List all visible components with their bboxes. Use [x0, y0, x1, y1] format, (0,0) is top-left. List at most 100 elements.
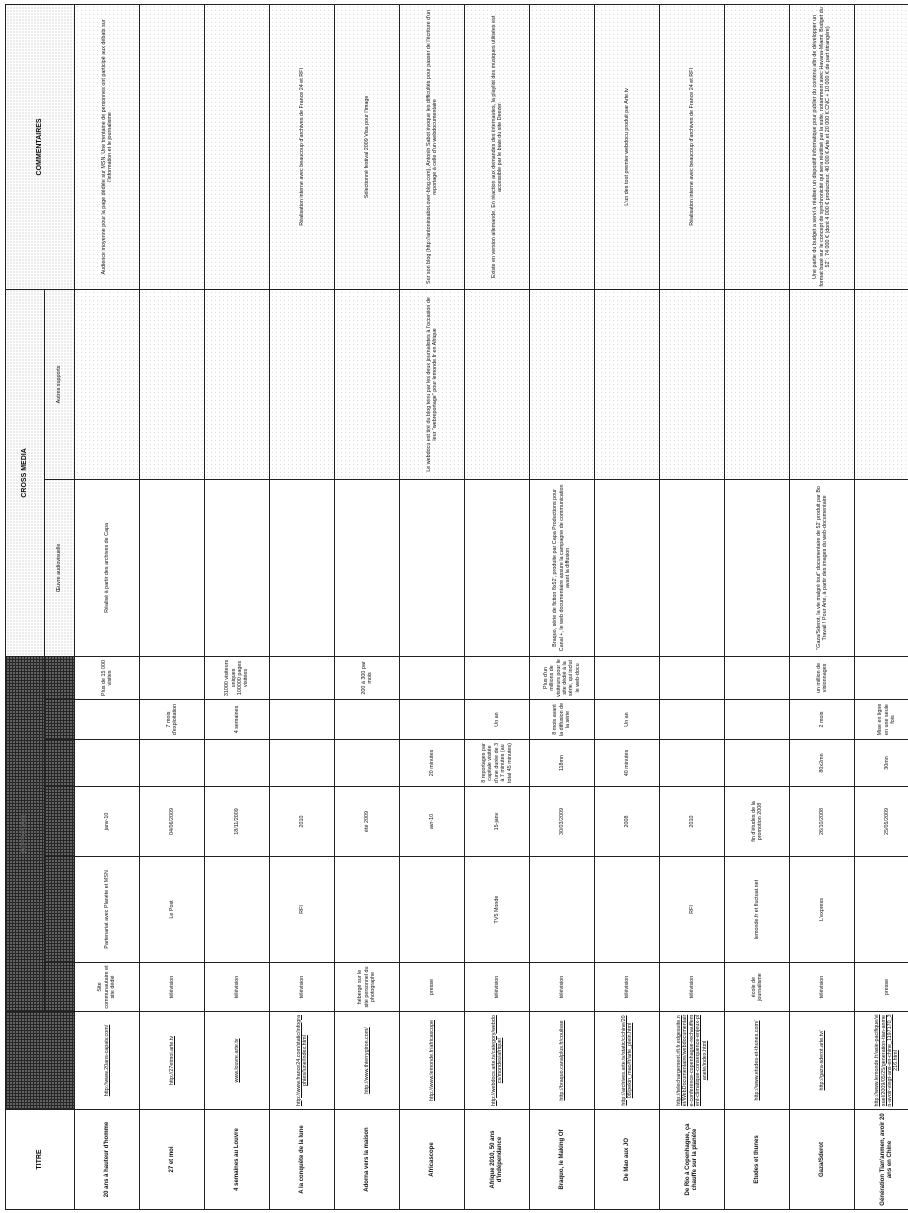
- cell-url[interactable]: http://archives.arte.tv/static/c/chine/2…: [594, 1011, 660, 1110]
- cell-type: Site communautaire et site dédié: [74, 962, 140, 1012]
- cell-audience: [659, 656, 725, 700]
- cell-url[interactable]: http://telechargement.rfi.fr.edgesuite.n…: [659, 1011, 725, 1110]
- cell-oeuvre: [204, 479, 270, 657]
- header-duration: [44, 739, 75, 787]
- cell-partner: [399, 856, 465, 963]
- header-exploitation: [44, 699, 75, 740]
- cell-duration: 40 minutes: [594, 739, 660, 787]
- cell-duration: [204, 739, 270, 787]
- cell-autres: [334, 289, 400, 480]
- cell-autres: [594, 289, 660, 480]
- cell-exploitation: [269, 699, 335, 740]
- table-row: Génération Tian'anmen, avoir 20 ans en C…: [854, 4, 908, 1210]
- table-row: 27 et moi http://27etmoi.arte.tv télévisio…: [139, 4, 205, 1210]
- cell-date: 25/05/2009: [854, 786, 908, 857]
- cell-autres: [204, 289, 270, 480]
- header-titre: TITRE: [5, 1109, 75, 1210]
- cell-audience: Plus d'un millions de visiteurs pour le …: [529, 656, 595, 700]
- cell-date: 2010: [269, 786, 335, 857]
- cell-url[interactable]: http://www.etudes-et-thunes.com/: [724, 1011, 790, 1110]
- cell-url[interactable]: http://www.lemonde.fr/africascope: [399, 1011, 465, 1110]
- cell-audience: [594, 656, 660, 700]
- cell-audience: [464, 656, 530, 700]
- cell-partner: [204, 856, 270, 963]
- header-cross-media: CROSS MEDIA: [5, 289, 45, 657]
- cell-exploitation: [659, 699, 725, 740]
- cell-oeuvre: [399, 479, 465, 657]
- header-autres: Autres supports: [44, 289, 75, 480]
- cell-autres: [659, 289, 725, 480]
- cell-oeuvre: [464, 479, 530, 657]
- cell-url[interactable]: http://braquo.canalplus.fr/coulisse: [529, 1011, 595, 1110]
- cell-oeuvre: [269, 479, 335, 657]
- cell-url[interactable]: http://gaza-sderot.arte.tv/: [789, 1011, 855, 1110]
- cell-comment: [139, 4, 205, 290]
- cell-duration: 30mn: [854, 739, 908, 787]
- cell-url[interactable]: www.louvre.arte.tv: [204, 1011, 270, 1110]
- cell-partner: RFI: [659, 856, 725, 963]
- cell-url[interactable]: http://www.lemonde.fr/asie-pacifique/vis…: [854, 1011, 908, 1110]
- cell-oeuvre: [724, 479, 790, 657]
- cell-duration: 80x2mn: [789, 739, 855, 787]
- cell-url[interactable]: http://www.20ans-capatv.com/: [74, 1011, 140, 1110]
- cell-url[interactable]: http://www.thierrygiron.com/: [334, 1011, 400, 1110]
- cell-exploitation: Mise en ligne en une seule fois: [854, 699, 908, 740]
- cell-partner: [854, 856, 908, 963]
- cell-title: 4 semaines au Louvre: [204, 1109, 270, 1210]
- cell-title: 20 ans à hauteur d'homme: [74, 1109, 140, 1210]
- cell-autres: [269, 289, 335, 480]
- cell-type: télévision: [464, 962, 530, 1012]
- cell-duration: [269, 739, 335, 787]
- header-commentaires: COMMENTAIRES: [5, 4, 75, 290]
- cell-partner: [594, 856, 660, 963]
- cell-oeuvre: "Gaza/Sderot, la vie malgré tout" docume…: [789, 479, 855, 657]
- cell-title: Etudes et thunes: [724, 1109, 790, 1210]
- cell-type: télévision: [139, 962, 205, 1012]
- cell-partner: [334, 856, 400, 963]
- table-row: A la conquête de la lune http://www.franc…: [269, 4, 335, 1210]
- cell-title: De Mao aux JO: [594, 1109, 660, 1210]
- cell-duration: [139, 739, 205, 787]
- cell-title: A la conquête de la lune: [269, 1109, 335, 1210]
- cell-autres: [464, 289, 530, 480]
- cell-partner: Le Post: [139, 856, 205, 963]
- cell-autres: [139, 289, 205, 480]
- cell-type: télévision: [789, 962, 855, 1012]
- webdoc-table: TITRE DIFFUSION CROSS MEDIA COMMENTAIRES…: [5, 4, 908, 1210]
- cell-comment: Réalisation interne avec beaucoup d'arch…: [269, 4, 335, 290]
- cell-title: 27 et moi: [139, 1109, 205, 1210]
- cell-title: Afrique 2010, 50 ans d'indépendance: [464, 1109, 530, 1210]
- cell-comment: Audience moyenne pour la page dédiée sur…: [74, 4, 140, 290]
- cell-comment: [854, 4, 908, 290]
- cell-title: Génération Tian'anmen, avoir 20 ans en C…: [854, 1109, 908, 1210]
- cell-type: télévision: [659, 962, 725, 1012]
- cell-url[interactable]: http://www.france24.com/static/infograph…: [269, 1011, 335, 1110]
- cell-oeuvre: [139, 479, 205, 657]
- cell-comment: Sélectionné festival 2009 Visa pour l'im…: [334, 4, 400, 290]
- table-row: Africascope http://www.lemonde.fr/africas…: [399, 4, 465, 1210]
- cell-exploitation: Un an: [594, 699, 660, 740]
- cell-type: télévision: [204, 962, 270, 1012]
- cell-date: 2010: [659, 786, 725, 857]
- cell-comment: Existe en version allemande. En réaction…: [464, 4, 530, 290]
- cell-partner: lemonde.fr et fluctuat.net: [724, 856, 790, 963]
- table-row: Afrique 2010, 50 ans d'indépendance http:…: [464, 4, 530, 1210]
- cell-url[interactable]: http://27etmoi.arte.tv: [139, 1011, 205, 1110]
- header-audience: [44, 656, 75, 700]
- cell-duration: [659, 739, 725, 787]
- cell-oeuvre: Réalisé à partir des archives de Capa: [74, 479, 140, 657]
- cell-exploitation: [334, 699, 400, 740]
- header-url: [5, 1011, 75, 1110]
- header-type: [44, 962, 75, 1012]
- cell-date: 18/11/2009: [204, 786, 270, 857]
- cell-audience: 31000 visiteurs uniques 100000 pages vis…: [204, 656, 270, 700]
- cell-exploitation: 7 mois d'exploitation: [139, 699, 205, 740]
- table-body: 20 ans à hauteur d'homme http://www.20ans…: [74, 4, 908, 1210]
- table-row: De Rio à Copenhague, ça chauffe sur la p…: [659, 4, 725, 1210]
- cell-duration: [74, 739, 140, 787]
- table-row: Braquo, le Making Of http://braquo.canalp…: [529, 4, 595, 1210]
- table-row: 4 semaines au Louvre www.louvre.arte.tv té…: [204, 4, 270, 1210]
- cell-exploitation: [724, 699, 790, 740]
- cell-url[interactable]: http://webdocs.arte.tv/category/webdocs/…: [464, 1011, 530, 1110]
